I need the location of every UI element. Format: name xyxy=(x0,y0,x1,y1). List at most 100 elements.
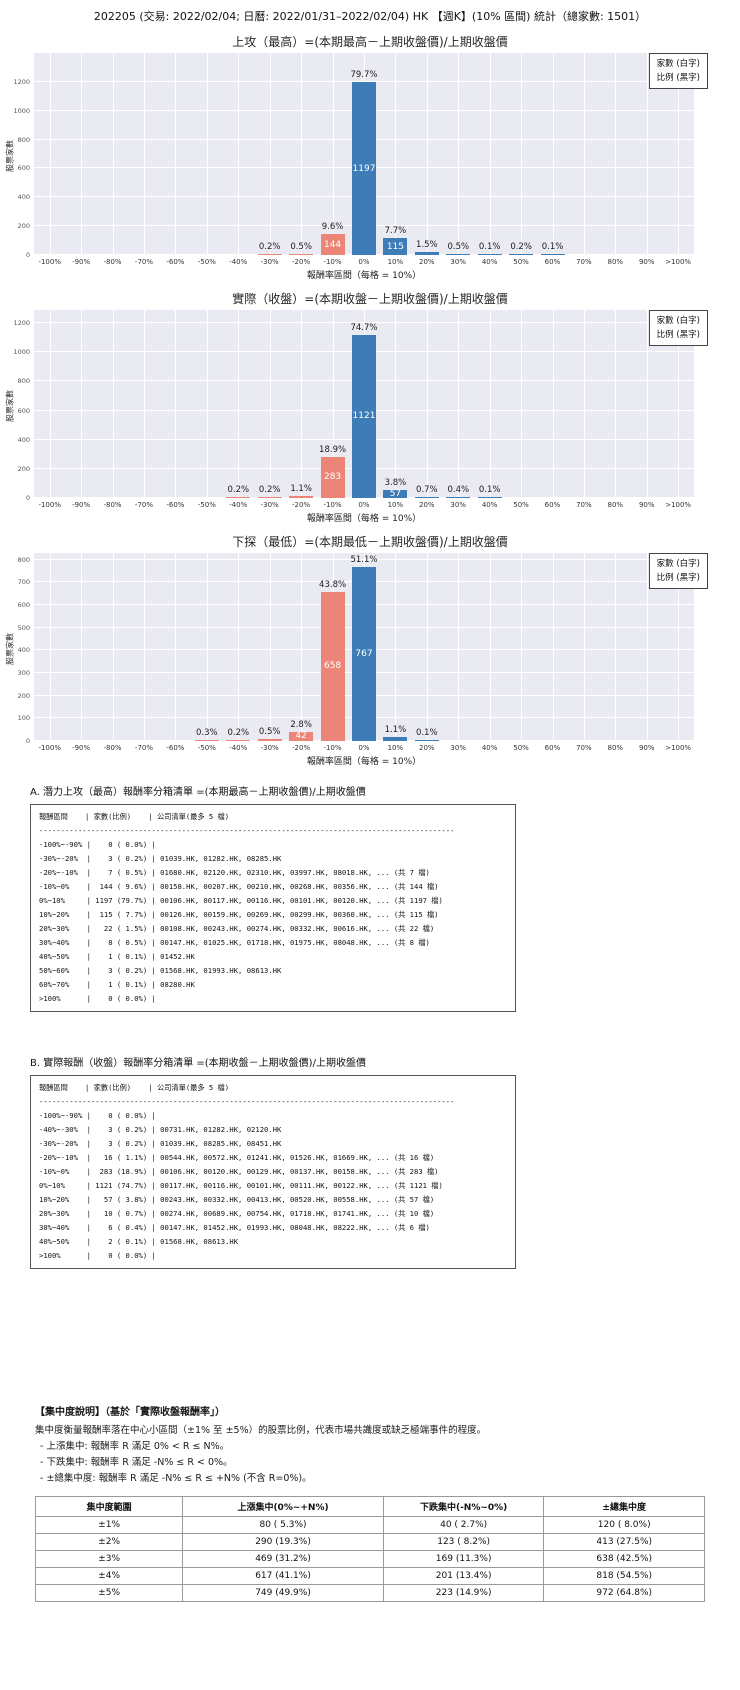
x-tick-label: 40% xyxy=(481,258,498,266)
bin-list-row: 20%~30% | 22 ( 1.5%) | 00108.HK, 00243.H… xyxy=(39,924,435,933)
histogram-bar: 1.1% xyxy=(383,725,408,741)
histogram-bar: 1.5% xyxy=(414,240,439,255)
gridline-vertical xyxy=(112,310,114,498)
histogram-bar: 0.2% xyxy=(257,485,282,498)
x-tick-label: 50% xyxy=(513,501,529,509)
bar-percent-label: 43.8% xyxy=(319,579,347,590)
gridline-vertical xyxy=(395,553,397,741)
histogram-bar: 0.3% xyxy=(194,728,219,741)
x-axis-ticks: -100% -90% -80% -70% -60% -50% -40% -30% -20% -10… xyxy=(34,744,694,752)
legend-line-pct: 比例 (黑字) xyxy=(656,330,700,341)
plot-area: 家數 (白字) 比例 (黑字) 0 200 400 600 800 1000 1200 0.2… xyxy=(13,310,708,502)
y-tick-label: 1000 xyxy=(13,106,30,115)
histogram-bar: 0.2% xyxy=(257,242,282,255)
concentration-rule: - ±總集中度: 報酬率 R 滿足 -N% ≤ R ≤ +N% (不含 R=0%… xyxy=(40,1473,312,1484)
histogram-bar: 0.5% xyxy=(446,242,471,255)
x-tick-label: 10% xyxy=(387,744,404,752)
x-tick-label: -50% xyxy=(197,501,216,509)
table-header-cell: 上漲集中(0%~+N%) xyxy=(182,1496,384,1517)
legend-line-pct: 比例 (黑字) xyxy=(656,573,700,584)
table-row: ±1% 80 ( 5.3%) 40 ( 2.7%) 120 ( 8.0%) xyxy=(34,1516,705,1534)
gridline-vertical xyxy=(552,310,554,498)
gridline-vertical xyxy=(332,310,334,498)
gridline-vertical xyxy=(646,310,648,498)
y-tick-label: 1200 xyxy=(13,319,30,328)
bin-list-row: -40%~-30% | 3 ( 0.2%) | 00731.HK, 01282.… xyxy=(39,1125,282,1134)
x-tick-label: 90% xyxy=(638,258,655,266)
x-tick-label: -60% xyxy=(166,744,185,752)
bin-list-row: 0%~10% | 1197 (79.7%) | 00106.HK, 00117.… xyxy=(39,896,443,905)
table-header-cell: 下跌集中(-N%~0%) xyxy=(382,1496,545,1517)
y-tick-label: 1200 xyxy=(13,77,30,86)
y-tick-label: 800 xyxy=(17,135,30,144)
histogram-bar: 0.7% xyxy=(414,485,439,498)
table-row: ±2% 290 (19.3%) 123 ( 8.2%) 413 (27.5%) xyxy=(34,1533,705,1551)
y-tick-label: 600 xyxy=(17,164,30,173)
x-tick-label: -20% xyxy=(292,258,311,266)
gridline-vertical xyxy=(646,53,648,255)
chart-title: 上攻（最高）=(本期最高－上期收盤價)/上期收盤價 xyxy=(232,35,508,49)
bar-percent-label: 0.1% xyxy=(478,485,501,496)
histogram-bar: 1.1% xyxy=(289,484,314,498)
bar-percent-label: 0.2% xyxy=(510,242,532,253)
y-tick-label: 0 xyxy=(25,494,30,502)
concentration-rule: - 上漲集中: 報酬率 R 滿足 0% < R ≤ N%。 xyxy=(40,1441,230,1452)
bin-list-row: 0%~10% | 1121 (74.7%) | 00117.HK, 00116.… xyxy=(39,1181,443,1190)
bin-list-row: ----------------------------------------… xyxy=(39,826,455,835)
histogram-bar: 2.8% 42 xyxy=(289,720,314,741)
y-tick-label: 200 xyxy=(17,222,30,231)
x-tick-label: 0% xyxy=(358,744,370,752)
bar-count-label: 144 xyxy=(323,239,342,250)
table-cell: 169 (11.3%) xyxy=(382,1550,545,1568)
x-tick-label: -60% xyxy=(166,501,185,509)
x-tick-label: 20% xyxy=(418,501,435,509)
y-tick-label: 600 xyxy=(17,601,30,610)
x-tick-label: -100% xyxy=(38,258,61,266)
table-row: ±4% 617 (41.1%) 201 (13.4%) 818 (54.5%) xyxy=(34,1567,705,1585)
concentration-note: 【集中度說明】（基於「實際收盤報酬率」） 集中度衡量報酬率落在中心小區間（±1%… xyxy=(35,1403,705,1484)
gridline-vertical xyxy=(584,53,585,255)
x-tick-label: 90% xyxy=(638,744,655,752)
gridline-vertical xyxy=(678,310,680,498)
gridline-vertical xyxy=(458,310,460,498)
table-cell: 290 (19.3%) xyxy=(182,1533,384,1551)
x-tick-label: >100% xyxy=(665,744,692,752)
bar-percent-label: 0.5% xyxy=(290,242,312,252)
bar-percent-label: 0.7% xyxy=(416,484,438,495)
concentration-title: 【集中度說明】（基於「實際收盤報酬率」） xyxy=(35,1407,225,1418)
x-tick-label: -80% xyxy=(103,258,122,266)
histogram-bar: 0.2% xyxy=(509,242,534,255)
table-row: ±3% 469 (31.2%) 169 (11.3%) 638 (42.5%) xyxy=(34,1550,705,1568)
table-cell: 40 ( 2.7%) xyxy=(382,1516,545,1534)
concentration-rule: - 下跌集中: 報酬率 R 滿足 -N% ≤ R < 0%。 xyxy=(40,1457,233,1468)
y-tick-label: 500 xyxy=(17,623,30,632)
bar-percent-label: 18.9% xyxy=(319,444,347,455)
gridline-vertical xyxy=(112,553,114,741)
concentration-description: 集中度衡量報酬率落在中心小區間（±1% 至 ±5%）的股票比例，代表市場共識度或… xyxy=(35,1425,487,1436)
gridline-vertical xyxy=(144,53,145,255)
x-tick-label: >100% xyxy=(665,501,692,509)
gridline-vertical xyxy=(301,310,303,498)
gridline-vertical xyxy=(301,53,303,255)
x-tick-label: -60% xyxy=(166,258,185,266)
histogram-bar: 51.1% 767 xyxy=(350,555,377,741)
y-tick-label: 0 xyxy=(25,737,30,745)
histogram-bar: 0.1% xyxy=(414,728,439,741)
page-title: 202205 (交易: 2022/02/04; 日曆: 2022/01/31–2… xyxy=(93,10,647,23)
table-cell: 749 (49.9%) xyxy=(182,1584,384,1602)
gridline-vertical xyxy=(521,53,523,255)
gridline-vertical xyxy=(678,553,680,741)
y-tick-label: 400 xyxy=(17,435,30,444)
gridline-vertical xyxy=(615,553,617,741)
bin-list-row: -20%~-10% | 16 ( 1.1%) | 00544.HK, 00572… xyxy=(39,1153,435,1162)
gridline-vertical xyxy=(175,53,177,255)
table-cell: ±3% xyxy=(34,1550,184,1568)
bin-list-row: 50%~60% | 3 ( 0.2%) | 01568.HK, 01993.HK… xyxy=(39,966,282,975)
gridline-vertical xyxy=(646,553,648,741)
histogram-bar: 0.5% xyxy=(289,242,314,255)
bin-list-row: 30%~40% | 8 ( 0.5%) | 00147.HK, 01025.HK… xyxy=(39,938,430,947)
y-tick-label: 100 xyxy=(17,714,30,723)
bin-list-row: ----------------------------------------… xyxy=(39,1097,455,1106)
gridline-vertical xyxy=(521,553,523,741)
bar-count-label: 57 xyxy=(389,488,402,499)
